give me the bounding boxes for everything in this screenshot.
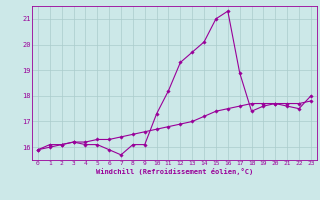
X-axis label: Windchill (Refroidissement éolien,°C): Windchill (Refroidissement éolien,°C) bbox=[96, 168, 253, 175]
